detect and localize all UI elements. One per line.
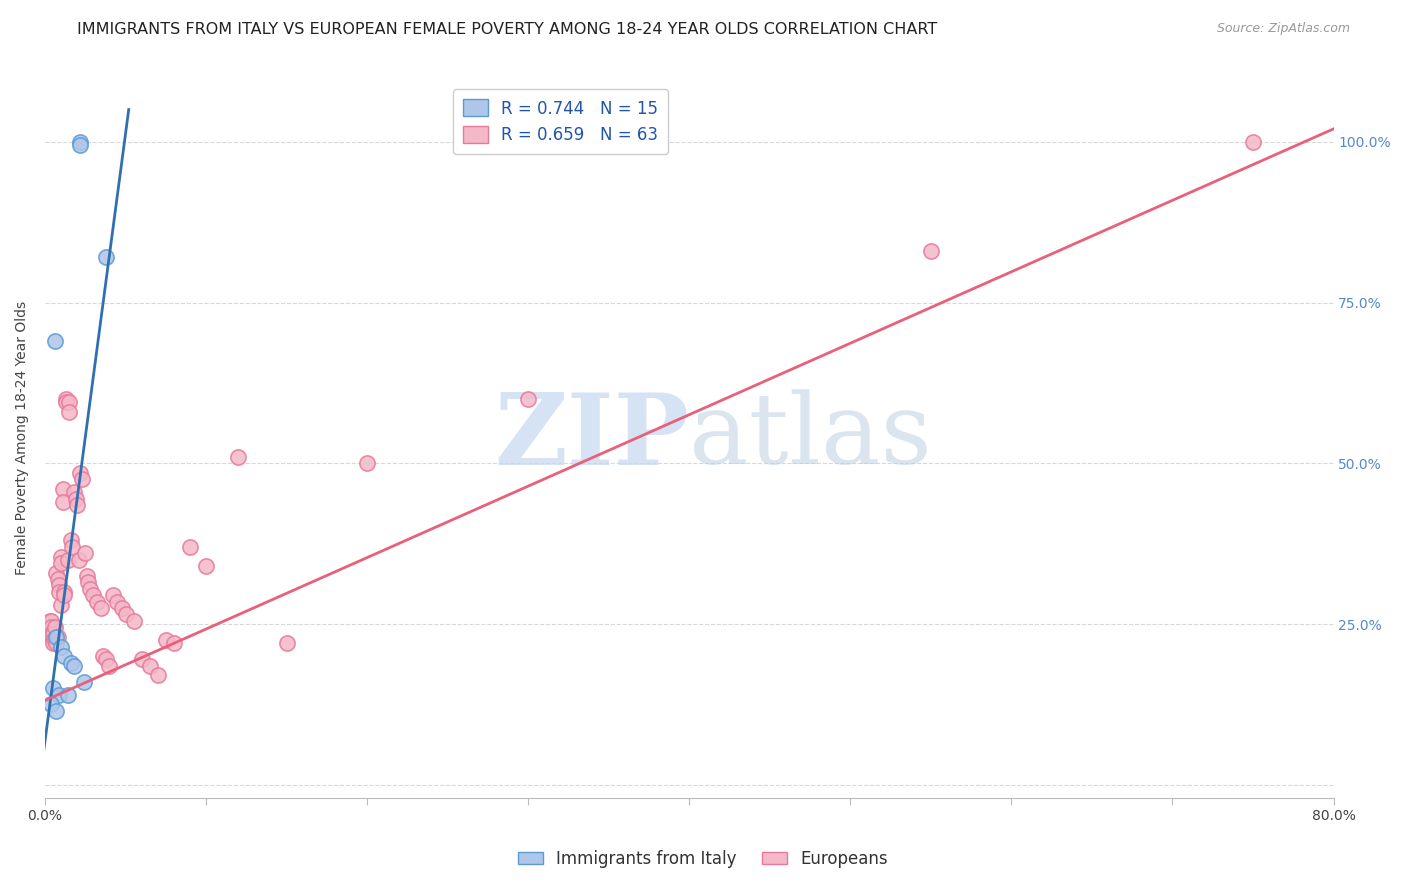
Point	[91, 649, 114, 664]
Point	[1241, 135, 1264, 149]
Text: Source: ZipAtlas.com: Source: ZipAtlas.com	[1216, 22, 1350, 36]
Text: atlas: atlas	[689, 390, 932, 485]
Point	[70, 472, 93, 486]
Point	[49, 556, 72, 570]
Point	[42, 681, 65, 696]
Point	[55, 395, 77, 409]
Point	[45, 636, 67, 650]
Point	[53, 649, 76, 664]
Point	[122, 614, 145, 628]
Point	[49, 598, 72, 612]
Point	[114, 607, 136, 622]
Point	[42, 633, 65, 648]
Point	[66, 498, 89, 512]
Point	[63, 658, 86, 673]
Point	[356, 456, 378, 470]
Point	[59, 533, 82, 548]
Point	[44, 620, 66, 634]
Point	[179, 540, 201, 554]
Point	[146, 668, 169, 682]
Point	[38, 614, 60, 628]
Point	[98, 658, 121, 673]
Legend: R = 0.744   N = 15, R = 0.659   N = 63: R = 0.744 N = 15, R = 0.659 N = 63	[453, 89, 668, 154]
Point	[69, 135, 91, 149]
Point	[107, 594, 129, 608]
Point	[49, 640, 72, 654]
Point	[48, 585, 70, 599]
Point	[96, 251, 118, 265]
Point	[226, 450, 249, 464]
Point	[79, 582, 101, 596]
Y-axis label: Female Poverty Among 18-24 Year Olds: Female Poverty Among 18-24 Year Olds	[15, 301, 30, 574]
Point	[195, 559, 218, 574]
Point	[52, 482, 75, 496]
Point	[163, 636, 186, 650]
Point	[46, 572, 69, 586]
Point	[44, 633, 66, 648]
Point	[44, 334, 66, 348]
Point	[41, 620, 63, 634]
Point	[155, 633, 177, 648]
Point	[90, 601, 112, 615]
Point	[60, 540, 83, 554]
Point	[56, 553, 79, 567]
Legend: Immigrants from Italy, Europeans: Immigrants from Italy, Europeans	[512, 844, 894, 875]
Point	[69, 466, 91, 480]
Point	[101, 588, 124, 602]
Point	[59, 656, 82, 670]
Point	[131, 652, 153, 666]
Point	[45, 566, 67, 580]
Point	[55, 392, 77, 406]
Point	[517, 392, 540, 406]
Point	[56, 688, 79, 702]
Point	[276, 636, 298, 650]
Point	[41, 698, 63, 712]
Point	[67, 553, 90, 567]
Point	[58, 405, 80, 419]
Point	[53, 585, 76, 599]
Point	[48, 688, 70, 702]
Point	[86, 594, 108, 608]
Point	[63, 485, 86, 500]
Point	[69, 138, 91, 153]
Point	[75, 546, 97, 560]
Point	[111, 601, 134, 615]
Point	[920, 244, 942, 258]
Point	[48, 578, 70, 592]
Point	[76, 569, 98, 583]
Point	[72, 674, 94, 689]
Point	[49, 549, 72, 564]
Point	[65, 491, 87, 506]
Point	[45, 704, 67, 718]
Point	[45, 630, 67, 644]
Point	[52, 495, 75, 509]
Point	[138, 658, 160, 673]
Point	[82, 588, 104, 602]
Point	[53, 588, 76, 602]
Point	[42, 626, 65, 640]
Point	[58, 395, 80, 409]
Text: IMMIGRANTS FROM ITALY VS EUROPEAN FEMALE POVERTY AMONG 18-24 YEAR OLDS CORRELATI: IMMIGRANTS FROM ITALY VS EUROPEAN FEMALE…	[77, 22, 938, 37]
Point	[41, 626, 63, 640]
Point	[41, 614, 63, 628]
Point	[77, 575, 100, 590]
Point	[42, 636, 65, 650]
Point	[46, 630, 69, 644]
Point	[96, 652, 118, 666]
Text: ZIP: ZIP	[495, 389, 689, 486]
